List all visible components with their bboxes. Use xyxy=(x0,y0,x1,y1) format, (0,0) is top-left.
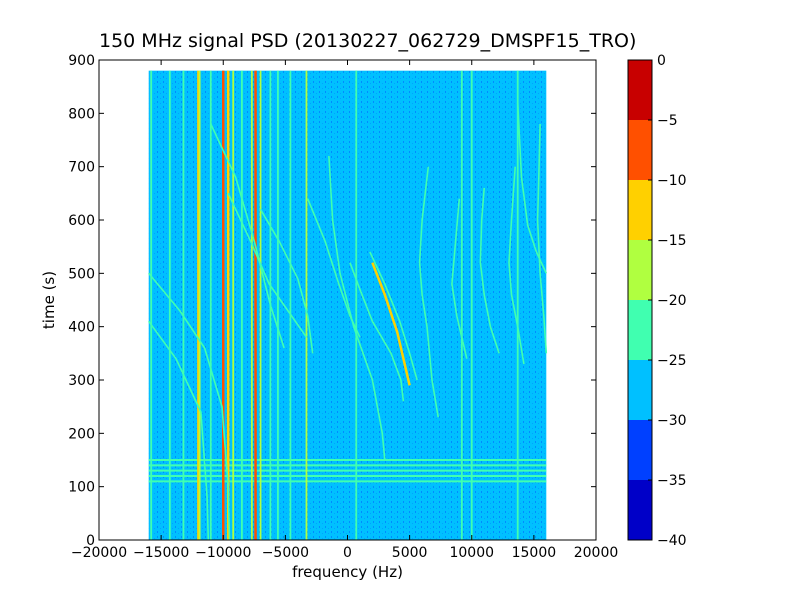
y-tick-label-3: 300 xyxy=(68,373,95,389)
colorbar-segment-5 xyxy=(628,180,652,240)
colorbar-segment-0 xyxy=(628,480,652,540)
doppler-track-11 xyxy=(451,198,468,359)
y-tick-label-6: 600 xyxy=(68,213,95,229)
x-tick-label-5: 5000 xyxy=(392,545,428,561)
x-tick-label-4: 0 xyxy=(343,545,352,561)
colorbar-tick-label-3: −25 xyxy=(657,353,687,369)
chart-title: 150 MHz signal PSD (20130227_062729_DMSP… xyxy=(99,30,637,52)
y-tick-label-4: 400 xyxy=(68,320,95,336)
doppler-track-2 xyxy=(210,123,285,349)
colorbar-tick-label-7: −5 xyxy=(657,113,678,129)
doppler-track-0 xyxy=(148,272,231,540)
plot-area xyxy=(148,70,548,540)
y-tick-label-2: 200 xyxy=(68,426,95,442)
doppler-track-8 xyxy=(371,262,411,386)
colorbar-segment-1 xyxy=(628,420,652,480)
colorbar-segment-2 xyxy=(628,360,652,420)
doppler-track-6 xyxy=(306,198,361,338)
y-axis-label: time (s) xyxy=(40,271,58,329)
doppler-track-9 xyxy=(369,251,418,381)
doppler-track-10 xyxy=(418,166,439,418)
colorbar-segment-7 xyxy=(628,60,652,120)
x-tick-label-3: −5000 xyxy=(262,545,309,561)
doppler-track-15 xyxy=(536,123,548,354)
y-tick-label-8: 800 xyxy=(68,106,95,122)
colorbar-segment-3 xyxy=(628,300,652,360)
x-tick-label-0: −20000 xyxy=(71,545,127,561)
x-tick-label-6: 10000 xyxy=(449,545,494,561)
axes: −20000 −15000 −10000 −5000 0 5000 10000 15000 20… xyxy=(68,53,618,561)
doppler-track-7 xyxy=(349,262,405,402)
doppler-track-3 xyxy=(227,192,308,338)
y-tick-label-5: 500 xyxy=(68,266,95,282)
colorbar: −40 −35 −30 −25 −20 −15 −10 −5 0 xyxy=(627,53,687,549)
colorbar-segment-4 xyxy=(628,240,652,300)
doppler-track-4 xyxy=(259,208,314,354)
colorbar-tick-label-0: −40 xyxy=(657,533,687,549)
colorbar-tick-label-4: −20 xyxy=(657,293,687,309)
colorbar-tick-label-2: −30 xyxy=(657,413,687,429)
y-tick-label-0: 0 xyxy=(86,533,95,549)
y-tick-label-9: 900 xyxy=(68,53,95,69)
doppler-track-5 xyxy=(328,155,386,461)
y-tick-label-1: 100 xyxy=(68,480,95,496)
x-tick-label-7: 15000 xyxy=(512,545,557,561)
doppler-track-14 xyxy=(508,166,525,365)
colorbar-tick-label-6: −10 xyxy=(657,173,687,189)
x-tick-label-8: 20000 xyxy=(574,545,619,561)
doppler-track-12 xyxy=(479,187,500,354)
y-tick-label-7: 700 xyxy=(68,160,95,176)
colorbar-tick-label-5: −15 xyxy=(657,233,687,249)
colorbar-segment-6 xyxy=(628,120,652,180)
x-tick-label-1: −15000 xyxy=(133,545,189,561)
colorbar-tick-label-1: −35 xyxy=(657,473,687,489)
colorbar-tick-label-8: 0 xyxy=(657,53,666,69)
x-tick-label-2: −10000 xyxy=(195,545,251,561)
doppler-track-1 xyxy=(148,320,210,540)
x-axis-label: frequency (Hz) xyxy=(292,563,403,581)
